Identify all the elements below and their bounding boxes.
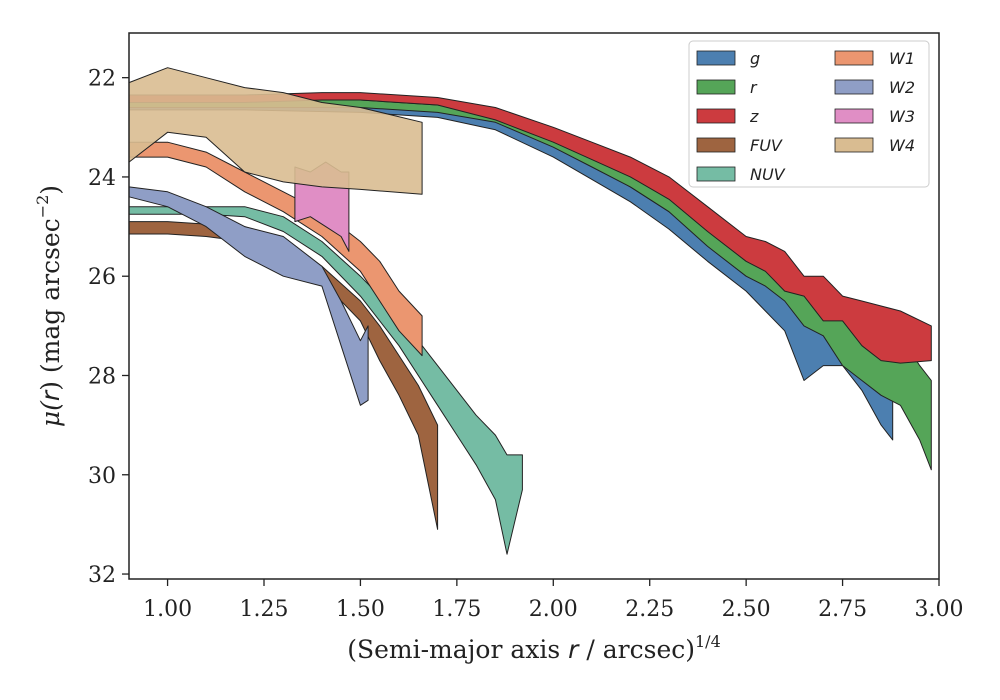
x-tick-label: 2.25 [625,597,674,622]
legend-swatch [696,137,736,153]
legend-label: W4 [889,136,915,155]
y-tick-label: 28 [88,364,116,389]
legend-label: g [750,49,760,68]
legend-label: r [750,78,758,97]
plot-frame [128,32,940,580]
legend-swatch [696,108,736,124]
band-nuv [128,206,523,555]
legend-swatch [696,50,736,66]
y-tick-label: 32 [88,563,116,588]
legend-swatch [834,108,874,124]
y-tick-label: 22 [88,67,116,92]
legend-label: W1 [889,49,915,68]
plot-area [128,67,932,555]
band-w1 [128,141,423,357]
legend-swatch [696,166,736,182]
y-tick-label: 26 [88,265,116,290]
y-axis: 22 24 26 28 30 32 [88,67,129,588]
legend-label: W3 [889,107,915,126]
legend-label: NUV [750,165,786,184]
x-axis-label: (Semi-major axis r / arcsec)1/4 [347,632,721,664]
legend: grz FUV NUV W1 W2 W3 W4 [688,40,930,188]
x-tick-label: 2.00 [529,597,578,622]
legend-label: W2 [889,78,915,97]
x-tick-label: 2.75 [818,597,867,622]
y-tick-label: 24 [88,166,116,191]
legend-label: z [749,107,759,126]
legend-swatch [696,79,736,95]
legend-swatch [834,50,874,66]
x-axis: 1.00 1.25 1.50 1.75 2.00 2.25 2.50 2.75 3.00 [143,579,963,622]
band-z [128,92,932,364]
band-w2 [128,186,369,406]
x-tick-label: 2.50 [722,597,771,622]
x-tick-label: 1.25 [240,597,289,622]
band-w4 [128,67,423,195]
y-axis-label: μ(r) (mag arcsec−2) [33,185,65,427]
y-tick-label: 30 [88,464,116,489]
legend-label: FUV [750,136,783,155]
x-tick-label: 1.00 [143,597,192,622]
x-tick-label: 1.75 [432,597,481,622]
legend-swatch [834,79,874,95]
x-tick-label: 1.50 [336,597,385,622]
legend-swatch [834,137,874,153]
x-tick-label: 3.00 [915,597,964,622]
